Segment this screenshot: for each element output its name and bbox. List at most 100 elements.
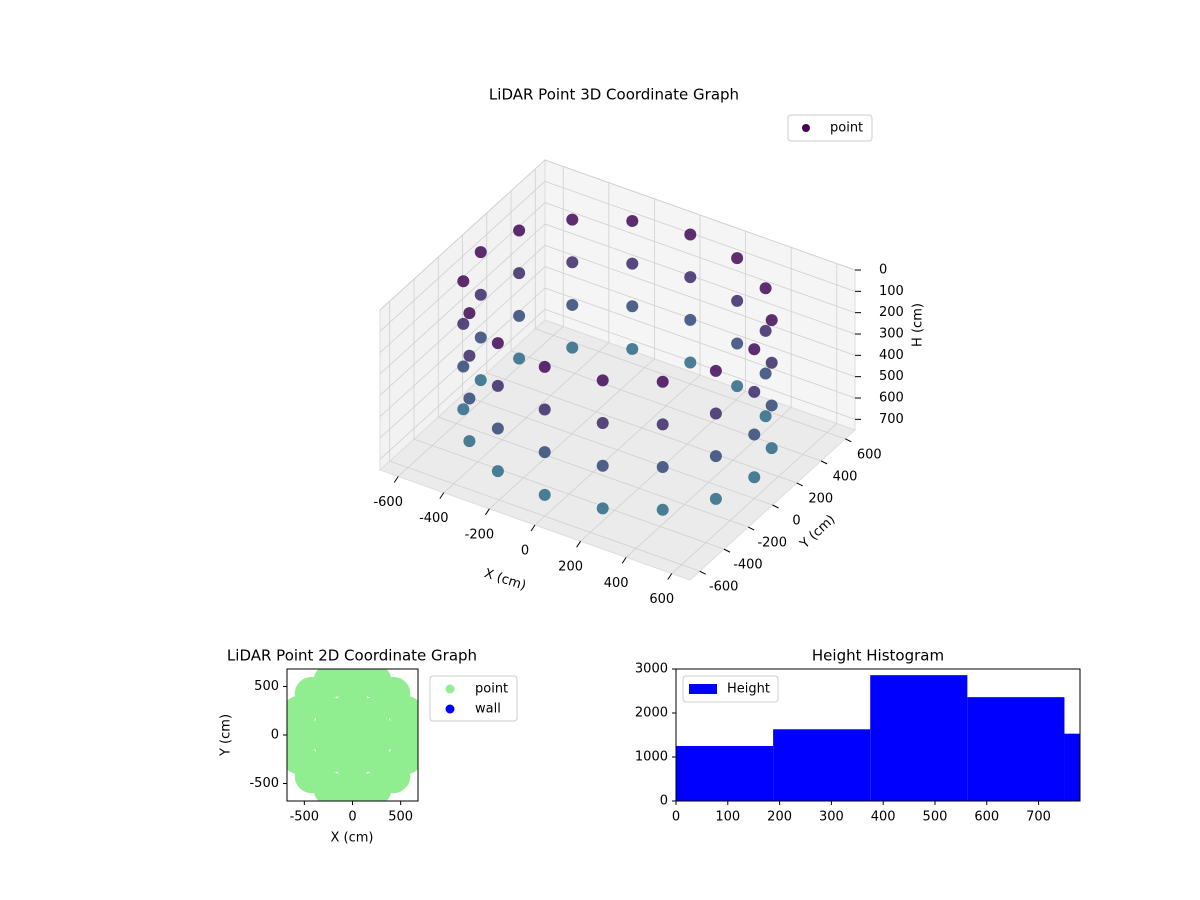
grid-line <box>510 350 822 462</box>
point <box>765 442 778 455</box>
x-tick-label: -600 <box>373 495 403 510</box>
y-tick-label: -200 <box>757 536 787 551</box>
point <box>765 399 778 412</box>
point <box>759 282 772 295</box>
point <box>457 275 470 288</box>
tick-mark <box>576 540 582 548</box>
tick-mark <box>796 482 803 487</box>
point <box>731 380 744 393</box>
grid-line <box>544 308 856 420</box>
bar <box>967 697 1065 801</box>
x-axis-label: X (cm) <box>331 831 374 846</box>
legend-marker <box>802 124 810 132</box>
point <box>626 214 639 227</box>
point <box>513 224 526 237</box>
grid-line <box>544 287 856 399</box>
x-tick-label: 100 <box>715 810 740 825</box>
point <box>656 418 669 431</box>
point <box>709 492 722 505</box>
point <box>457 317 470 330</box>
grid-line <box>389 460 700 572</box>
point <box>684 271 697 284</box>
x-tick-label: 400 <box>871 810 896 825</box>
point <box>491 379 504 392</box>
point <box>759 324 772 337</box>
point <box>656 375 669 388</box>
legend-box <box>787 114 873 142</box>
point <box>759 367 772 380</box>
point <box>474 331 487 344</box>
grid-line <box>544 266 856 378</box>
point <box>474 246 487 259</box>
point <box>765 314 778 327</box>
point <box>684 313 697 326</box>
point <box>491 337 504 350</box>
point <box>491 422 504 435</box>
y-tick-label: -400 <box>733 558 763 573</box>
bar <box>870 675 968 801</box>
x-tick-label: -500 <box>290 810 320 825</box>
point <box>596 502 609 515</box>
point <box>538 446 551 459</box>
z-tick-label: 0 <box>879 263 887 278</box>
tick-mark <box>667 573 673 580</box>
point <box>748 471 761 484</box>
x-tick-label: 600 <box>974 810 999 825</box>
point <box>709 364 722 377</box>
y-tick-label: 0 <box>271 728 279 743</box>
grid-line <box>379 309 546 460</box>
legend-marker <box>445 704 455 714</box>
point <box>538 360 551 373</box>
tick-mark <box>772 504 779 509</box>
point <box>731 252 744 265</box>
point <box>463 307 476 320</box>
point <box>538 403 551 416</box>
z-tick-label: 200 <box>879 305 904 320</box>
z-tick-label: 600 <box>879 391 904 406</box>
y-axis-label: Y (cm) <box>219 714 234 757</box>
grid-line <box>413 438 725 550</box>
chart-title: LiDAR Point 2D Coordinate Graph <box>227 647 477 665</box>
point <box>709 407 722 420</box>
point <box>513 352 526 365</box>
tick-mark <box>439 492 445 499</box>
legend-label: wall <box>475 702 501 717</box>
point <box>656 503 669 516</box>
x-tick-label: 0 <box>521 544 529 559</box>
x-tick-label: 0 <box>672 810 680 825</box>
chart-title: LiDAR Point 3D Coordinate Graph <box>489 86 739 104</box>
grid-line <box>379 266 546 417</box>
point <box>596 417 609 430</box>
grid-line <box>379 223 546 375</box>
point <box>626 342 639 355</box>
point <box>566 298 579 311</box>
point <box>684 356 697 369</box>
y-tick-label: 500 <box>254 679 279 694</box>
point <box>765 356 778 369</box>
y-tick-label: 0 <box>660 794 668 809</box>
z-tick-label: 700 <box>879 412 904 427</box>
z-tick-label: 100 <box>879 284 904 299</box>
grid-line <box>544 223 856 335</box>
point <box>626 257 639 270</box>
grid-line <box>535 328 846 440</box>
tick-mark <box>393 476 399 483</box>
bar <box>676 746 774 801</box>
legend-box <box>682 675 779 703</box>
point <box>566 256 579 269</box>
point <box>566 213 579 226</box>
legend-label: Height <box>727 682 770 697</box>
grid-line <box>379 159 546 311</box>
point <box>731 294 744 307</box>
tick-mark <box>699 570 706 575</box>
tick-mark <box>845 438 852 443</box>
y-tick-label: 400 <box>833 469 858 484</box>
y-tick-label: -500 <box>249 776 279 791</box>
tick-mark <box>748 526 755 531</box>
z-axis-label: H (cm) <box>911 303 926 347</box>
point <box>596 374 609 387</box>
point <box>491 465 504 478</box>
grid-line <box>544 159 856 271</box>
x-tick-label: 600 <box>649 592 674 607</box>
